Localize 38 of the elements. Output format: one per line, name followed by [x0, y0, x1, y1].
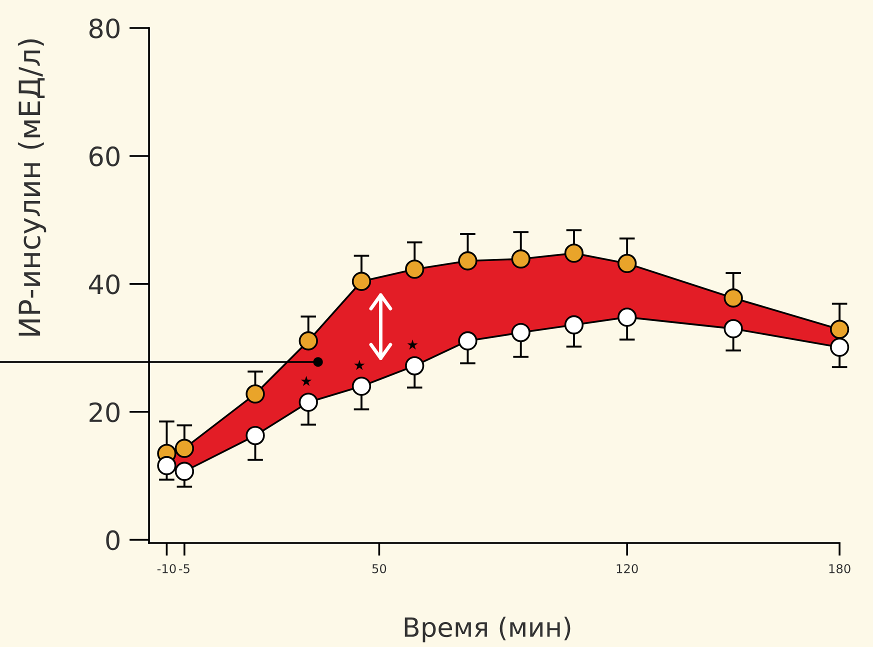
point — [564, 244, 584, 263]
x-axis-title: Время (мин) — [404, 616, 570, 642]
x-tick-label: -5 — [178, 564, 190, 574]
x-tick-label: 120 — [616, 564, 638, 574]
point — [174, 462, 194, 481]
x-tick-label: 180 — [829, 564, 850, 574]
y-tick-label: 40 — [88, 274, 120, 294]
annotation: ★ — [354, 360, 365, 370]
point — [246, 384, 265, 404]
point — [618, 308, 637, 327]
point — [511, 322, 530, 342]
point — [246, 426, 265, 446]
point — [724, 288, 743, 308]
y-tick-label: 60 — [90, 146, 120, 166]
point — [157, 456, 176, 476]
point — [511, 249, 530, 269]
point — [458, 331, 478, 350]
annotation: ★ — [300, 376, 312, 386]
annotation: ★ — [407, 339, 418, 350]
y-tick-label: 80 — [89, 18, 120, 38]
point — [405, 260, 424, 279]
y-tick-label: 20 — [90, 402, 120, 422]
y-axis-title: ИР-инсулин (мЕД/л) — [18, 39, 46, 336]
point — [298, 331, 318, 350]
x-tick-label: 50 — [372, 564, 386, 574]
point — [618, 254, 637, 274]
point — [405, 356, 424, 376]
point — [298, 392, 318, 412]
point — [352, 376, 372, 396]
point — [458, 251, 478, 270]
y-tick-label: 0 — [106, 530, 120, 550]
point — [352, 272, 372, 291]
point — [174, 438, 194, 458]
point — [564, 315, 584, 334]
point — [830, 320, 850, 339]
x-tick-label: -10 — [157, 564, 176, 574]
point — [830, 338, 850, 357]
point — [724, 319, 743, 338]
